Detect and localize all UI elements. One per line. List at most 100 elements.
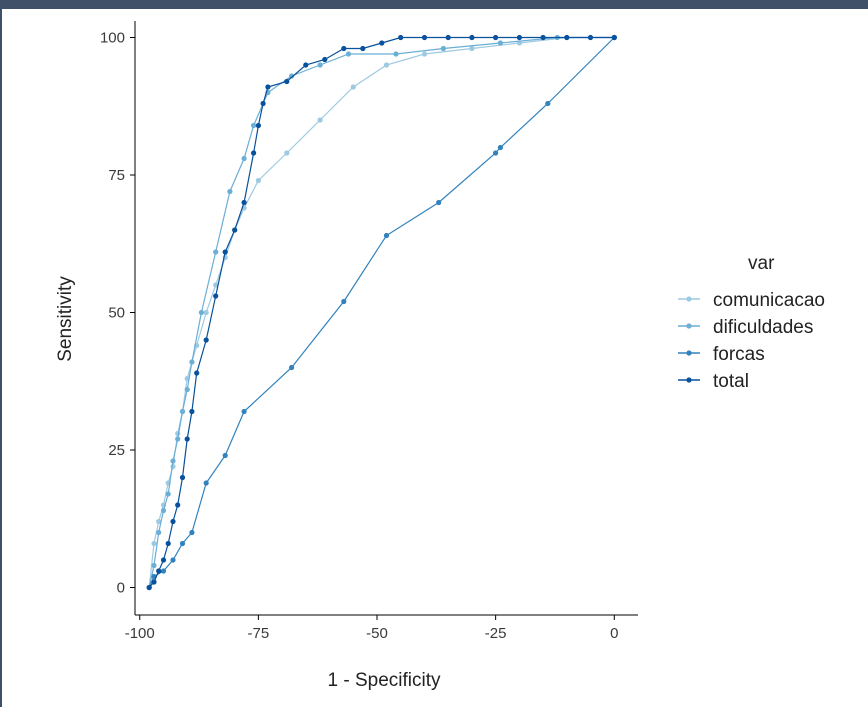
data-point	[341, 45, 347, 52]
legend-title: var	[748, 253, 775, 274]
data-point	[241, 155, 247, 162]
data-point	[165, 540, 171, 547]
data-point	[497, 40, 503, 46]
data-point	[289, 73, 295, 79]
series-group	[146, 34, 617, 591]
data-point	[303, 62, 309, 68]
x-tick-label: -25	[485, 625, 507, 642]
data-point	[469, 45, 475, 52]
data-point	[350, 84, 356, 90]
data-point	[317, 62, 323, 68]
series-comunicacao	[146, 34, 617, 591]
data-point	[179, 408, 186, 415]
x-tick-label: -75	[248, 625, 270, 642]
data-point	[251, 122, 257, 129]
data-point	[222, 249, 228, 255]
window-border	[0, 9, 2, 707]
data-point	[213, 249, 219, 255]
legend-label: forcas	[713, 344, 765, 365]
data-point	[540, 34, 546, 41]
y-ticks: 0 25 50 75 100	[100, 30, 135, 597]
data-point	[175, 436, 181, 442]
data-point	[260, 100, 266, 107]
data-point	[203, 309, 209, 316]
data-point	[189, 529, 195, 536]
data-point	[436, 199, 442, 206]
y-tick-label: 100	[100, 30, 125, 47]
data-point	[241, 199, 247, 206]
series-line	[148, 37, 615, 588]
data-point	[493, 34, 499, 41]
data-point	[184, 386, 190, 393]
data-point	[198, 309, 204, 316]
data-point	[284, 78, 290, 85]
data-point	[179, 474, 186, 481]
data-point	[189, 359, 195, 365]
y-tick-label: 0	[117, 580, 125, 597]
data-point	[345, 51, 352, 57]
series-total	[146, 34, 617, 591]
data-point	[184, 436, 190, 442]
data-point	[170, 557, 176, 563]
data-point	[160, 557, 167, 563]
legend-label: total	[713, 371, 749, 392]
x-tick-label: 0	[610, 625, 618, 642]
data-point	[222, 452, 228, 459]
data-point	[322, 56, 328, 63]
series-forcas	[146, 34, 617, 591]
data-point	[265, 84, 271, 90]
x-tick-label: -50	[366, 625, 388, 642]
series-line	[148, 36, 615, 588]
data-point	[289, 364, 295, 371]
data-point	[255, 122, 261, 129]
series-dificuldades	[146, 34, 617, 591]
data-point	[227, 188, 233, 195]
data-point	[160, 568, 167, 574]
data-point	[493, 150, 499, 156]
data-point	[179, 540, 186, 547]
data-point	[379, 40, 385, 46]
data-point	[203, 480, 209, 486]
data-point	[255, 177, 261, 184]
data-point	[151, 579, 157, 585]
data-point	[203, 337, 209, 343]
data-point	[151, 562, 157, 569]
data-point	[516, 34, 523, 41]
data-point	[398, 34, 404, 41]
data-point	[189, 408, 195, 415]
y-tick-label: 25	[108, 442, 125, 459]
data-point	[497, 144, 503, 151]
legend-key-point	[686, 350, 692, 356]
window-title-bar	[0, 0, 868, 9]
data-point	[213, 282, 219, 288]
data-point	[213, 293, 219, 299]
data-point	[440, 45, 446, 52]
data-point	[232, 227, 238, 233]
data-point	[421, 51, 428, 57]
data-point	[445, 34, 451, 41]
x-ticks: -100 -75 -50 -25 0	[125, 615, 618, 642]
legend: var comunicacao dificuldades forcas total	[678, 253, 825, 392]
data-point	[317, 117, 323, 123]
data-point	[160, 507, 167, 514]
y-tick-label: 75	[108, 167, 125, 184]
data-point	[587, 34, 594, 41]
legend-label: comunicacao	[713, 290, 825, 311]
data-point	[170, 518, 176, 525]
data-point	[421, 34, 428, 41]
series-line	[148, 36, 615, 588]
data-point	[165, 491, 171, 497]
data-point	[156, 568, 162, 574]
data-point	[564, 34, 570, 41]
data-point	[360, 45, 366, 52]
legend-key-point	[686, 377, 692, 383]
data-point	[611, 34, 617, 41]
y-axis-title: Sensitivity	[55, 276, 76, 362]
data-point	[156, 529, 162, 536]
legend-label: dificuldades	[713, 317, 813, 338]
data-point	[156, 518, 162, 525]
data-point	[383, 62, 390, 68]
data-point	[251, 150, 257, 156]
x-axis-title: 1 - Specificity	[328, 670, 441, 691]
data-point	[545, 100, 551, 107]
